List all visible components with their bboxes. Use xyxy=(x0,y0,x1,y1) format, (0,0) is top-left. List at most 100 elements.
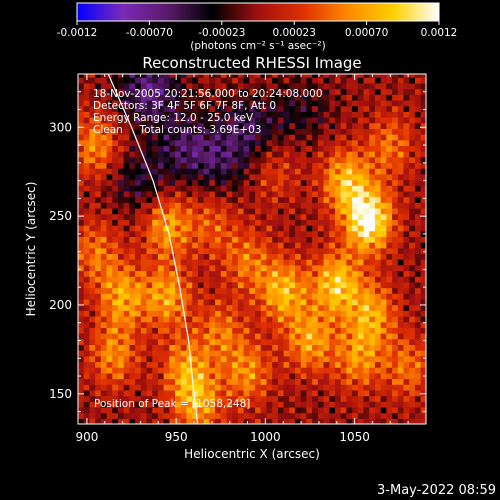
heatmap-cell xyxy=(186,389,193,397)
heatmap-cell xyxy=(266,82,273,90)
heatmap-cell xyxy=(197,74,205,78)
heatmap-cell xyxy=(95,190,102,198)
heatmap-cell xyxy=(215,173,222,181)
heatmap-cell xyxy=(135,247,142,255)
heatmap-cell xyxy=(186,156,193,164)
heatmap-cell xyxy=(169,151,176,158)
heatmap-cell xyxy=(329,162,336,169)
heatmap-cell xyxy=(420,389,426,397)
heatmap-cell xyxy=(255,264,262,272)
heatmap-cell xyxy=(357,315,365,323)
heatmap-cell xyxy=(203,293,210,300)
heatmap-cell xyxy=(352,196,359,203)
heatmap-cell xyxy=(180,156,188,164)
heatmap-cell xyxy=(289,116,296,124)
heatmap-cell xyxy=(112,293,119,300)
heatmap-cell xyxy=(117,418,125,424)
heatmap-cell xyxy=(169,264,176,272)
heatmap-cell xyxy=(129,247,136,255)
heatmap-cell xyxy=(215,82,222,90)
heatmap-cell xyxy=(306,225,313,232)
heatmap-cell xyxy=(323,139,330,147)
heatmap-cell xyxy=(357,116,365,124)
heatmap-cell xyxy=(232,310,239,317)
heatmap-cell xyxy=(237,378,245,385)
heatmap-cell xyxy=(357,139,365,147)
heatmap-cell xyxy=(369,128,376,135)
heatmap-cell xyxy=(277,298,285,306)
heatmap-cell xyxy=(129,168,136,175)
heatmap-cell xyxy=(175,395,182,402)
heatmap-cell xyxy=(203,82,210,90)
heatmap-cell xyxy=(374,293,382,300)
heatmap-cell xyxy=(100,259,108,266)
heatmap-cell xyxy=(272,156,279,164)
heatmap-cell xyxy=(329,333,336,340)
heatmap-cell xyxy=(289,378,296,385)
heatmap-cell xyxy=(237,77,245,84)
heatmap-cell xyxy=(369,179,376,186)
heatmap-cell xyxy=(260,412,268,419)
heatmap-cell xyxy=(220,219,228,226)
heatmap-cell xyxy=(152,190,159,198)
heatmap-cell xyxy=(157,327,165,334)
heatmap-cell xyxy=(220,264,228,272)
heatmap-cell xyxy=(152,412,159,419)
heatmap-cell xyxy=(272,406,279,414)
heatmap-cell xyxy=(289,145,296,152)
heatmap-cell xyxy=(323,372,330,380)
heatmap-cell xyxy=(289,281,296,289)
heatmap-cell xyxy=(392,242,399,249)
heatmap-cell xyxy=(374,230,382,237)
heatmap-cell xyxy=(272,219,279,226)
heatmap-cell xyxy=(255,162,262,169)
heatmap-cell xyxy=(420,321,426,328)
heatmap-cell xyxy=(175,259,182,266)
heatmap-cell xyxy=(163,202,170,209)
heatmap-cell xyxy=(397,293,405,300)
heatmap-cell xyxy=(346,230,353,237)
heatmap-cell xyxy=(152,168,159,175)
heatmap-cell xyxy=(117,264,125,272)
heatmap-cell xyxy=(334,151,342,158)
heatmap-cell xyxy=(409,213,416,220)
heatmap-cell xyxy=(289,389,296,397)
heatmap-cell xyxy=(392,344,399,351)
heatmap-cell xyxy=(283,134,290,141)
heatmap-cell xyxy=(300,355,308,363)
heatmap-cell xyxy=(100,156,108,164)
heatmap-cell xyxy=(300,281,308,289)
heatmap-cell xyxy=(414,128,422,135)
heatmap-cell xyxy=(95,259,102,266)
heatmap-cell xyxy=(112,236,119,243)
heatmap-cell xyxy=(363,168,370,175)
heatmap-cell xyxy=(260,134,268,141)
heatmap-cell xyxy=(146,406,153,414)
heatmap-cell xyxy=(237,350,245,357)
heatmap-cell xyxy=(123,344,130,351)
heatmap-cell xyxy=(363,173,370,181)
heatmap-cell xyxy=(357,270,365,277)
heatmap-cell xyxy=(369,355,376,363)
heatmap-cell xyxy=(334,418,342,424)
heatmap-cell xyxy=(323,74,330,78)
heatmap-cell xyxy=(146,259,153,266)
heatmap-cell xyxy=(397,333,405,340)
heatmap-cell xyxy=(317,298,325,306)
heatmap-cell xyxy=(392,372,399,380)
heatmap-cell xyxy=(83,111,91,118)
heatmap-cell xyxy=(243,350,250,357)
heatmap-cell xyxy=(186,134,193,141)
heatmap-cell xyxy=(392,225,399,232)
heatmap-cell xyxy=(186,207,193,215)
heatmap-cell xyxy=(397,168,405,175)
heatmap-cell xyxy=(135,287,142,294)
heatmap-cell xyxy=(209,327,216,334)
heatmap-cell xyxy=(180,196,188,203)
heatmap-cell xyxy=(392,151,399,158)
heatmap-cell xyxy=(255,367,262,374)
heatmap-cell xyxy=(186,395,193,402)
heatmap-cell xyxy=(392,219,399,226)
heatmap-cell xyxy=(237,287,245,294)
heatmap-cell xyxy=(89,327,96,334)
